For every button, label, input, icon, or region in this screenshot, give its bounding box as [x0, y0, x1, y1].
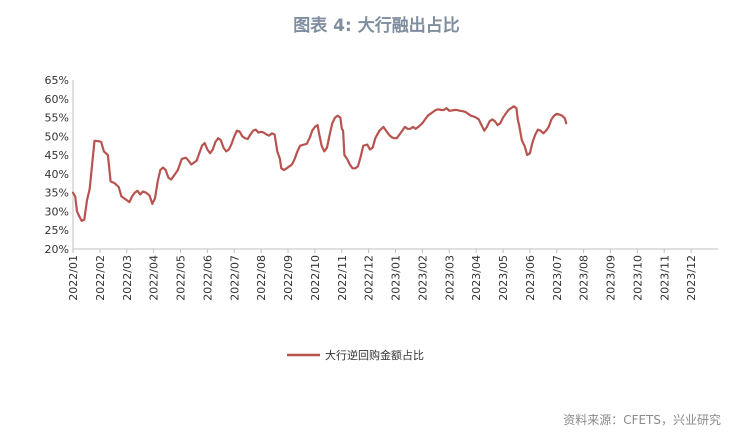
x-tick-label: 2023/09 — [605, 255, 618, 301]
x-tick-label: 2022/06 — [201, 255, 214, 301]
y-axis: 65% 60% 55% 50% 45% 40% 35% 30% 25% 20% — [45, 74, 74, 256]
x-tick-label: 2023/12 — [685, 255, 698, 301]
x-tick-label: 2022/02 — [94, 255, 107, 301]
x-tick-label: 2023/08 — [578, 255, 591, 301]
x-tick-label: 2022/11 — [336, 255, 349, 301]
series-line — [71, 105, 568, 222]
x-tick-label: 2022/07 — [228, 255, 241, 301]
x-axis: 2022/01 2022/02 2022/03 2022/04 2022/05 2022/… — [67, 248, 718, 301]
x-tick-label: 2022/03 — [121, 255, 134, 301]
x-tick-label: 2022/04 — [148, 255, 161, 301]
x-tick-label: 2023/05 — [497, 255, 510, 301]
x-tick-label: 2022/01 — [67, 255, 80, 301]
y-tick-label: 20% — [45, 243, 69, 256]
y-tick-label: 35% — [45, 187, 69, 200]
x-tick-label: 2023/02 — [416, 255, 429, 301]
legend: 大行逆回购金额占比 — [287, 348, 424, 362]
y-tick-label: 25% — [45, 224, 69, 237]
x-tick-label: 2023/04 — [470, 255, 483, 301]
x-tick-label: 2022/10 — [309, 255, 322, 301]
x-tick-label: 2023/03 — [443, 255, 456, 301]
y-tick-label: 30% — [45, 205, 69, 218]
x-tick-label: 2023/01 — [390, 255, 403, 301]
x-tick-label: 2023/10 — [631, 255, 644, 301]
y-tick-label: 60% — [45, 93, 69, 106]
source-note: 资料来源：CFETS，兴业研究 — [563, 413, 721, 427]
y-tick-label: 45% — [45, 149, 69, 162]
series-layer — [71, 105, 568, 222]
legend-label: 大行逆回购金额占比 — [325, 348, 424, 362]
y-tick-label: 40% — [45, 168, 69, 181]
x-tick-label: 2022/05 — [175, 255, 188, 301]
x-tick-label: 2023/11 — [658, 255, 671, 301]
x-tick-label: 2022/09 — [282, 255, 295, 301]
x-tick-label: 2023/06 — [524, 255, 537, 301]
chart-title: 图表 4: 大行融出占比 — [293, 16, 460, 36]
x-tick-label: 2023/07 — [551, 255, 564, 301]
y-tick-label: 50% — [45, 130, 69, 143]
x-tick-label: 2022/08 — [255, 255, 268, 301]
x-tick-label: 2022/12 — [363, 255, 376, 301]
y-tick-label: 65% — [45, 74, 69, 87]
y-tick-label: 55% — [45, 112, 69, 125]
